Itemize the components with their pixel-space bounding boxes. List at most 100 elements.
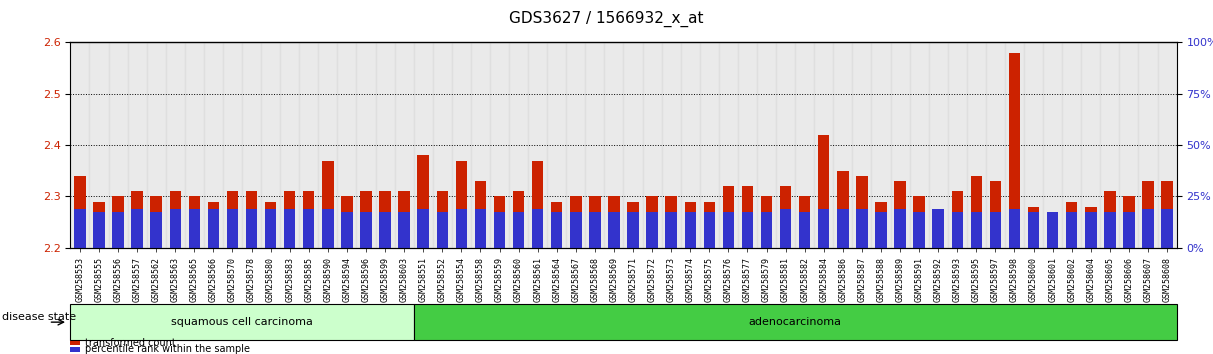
Bar bbox=[323, 209, 334, 248]
Bar bbox=[318, 42, 337, 248]
Bar bbox=[394, 42, 414, 248]
Bar bbox=[876, 202, 887, 248]
Bar bbox=[380, 212, 391, 248]
Bar bbox=[871, 42, 890, 248]
Bar bbox=[166, 42, 184, 248]
Bar bbox=[494, 212, 506, 248]
Bar bbox=[566, 42, 586, 248]
Bar bbox=[1123, 196, 1134, 248]
Bar bbox=[223, 42, 243, 248]
Bar bbox=[970, 176, 983, 248]
Bar bbox=[264, 209, 277, 248]
Bar bbox=[890, 42, 910, 248]
Bar bbox=[666, 212, 677, 248]
Bar bbox=[437, 191, 448, 248]
Bar bbox=[929, 42, 947, 248]
Bar bbox=[1161, 181, 1173, 248]
Bar bbox=[818, 209, 830, 248]
Bar bbox=[551, 212, 563, 248]
Bar bbox=[719, 42, 738, 248]
Bar bbox=[509, 42, 528, 248]
Bar bbox=[586, 42, 604, 248]
Bar bbox=[207, 209, 220, 248]
Bar bbox=[913, 196, 924, 248]
Bar bbox=[666, 196, 677, 248]
Bar bbox=[417, 155, 429, 248]
Bar bbox=[776, 42, 796, 248]
Bar bbox=[90, 42, 108, 248]
Bar bbox=[70, 42, 90, 248]
Bar bbox=[608, 196, 620, 248]
Bar bbox=[704, 212, 714, 248]
Bar bbox=[1081, 42, 1100, 248]
Bar bbox=[1047, 233, 1059, 248]
Bar bbox=[113, 212, 124, 248]
Bar bbox=[1104, 191, 1116, 248]
Bar bbox=[398, 212, 410, 248]
Bar bbox=[243, 42, 261, 248]
Bar bbox=[990, 181, 1001, 248]
Bar bbox=[933, 209, 944, 248]
Bar bbox=[170, 191, 181, 248]
Bar bbox=[590, 212, 600, 248]
Bar bbox=[93, 202, 104, 248]
Bar bbox=[700, 42, 719, 248]
Bar bbox=[608, 212, 620, 248]
Bar bbox=[741, 212, 753, 248]
Bar bbox=[853, 42, 871, 248]
Bar bbox=[357, 42, 376, 248]
Bar bbox=[951, 191, 963, 248]
Bar bbox=[1086, 212, 1097, 248]
Bar bbox=[967, 42, 986, 248]
Bar bbox=[1139, 42, 1157, 248]
Bar bbox=[761, 196, 773, 248]
Bar bbox=[856, 176, 867, 248]
Bar bbox=[1161, 209, 1173, 248]
Bar bbox=[227, 191, 238, 248]
Bar bbox=[738, 42, 757, 248]
Bar bbox=[684, 212, 696, 248]
Bar bbox=[1043, 42, 1063, 248]
Bar bbox=[1063, 42, 1081, 248]
Bar bbox=[131, 191, 143, 248]
Bar bbox=[704, 202, 714, 248]
Bar bbox=[471, 42, 490, 248]
Bar bbox=[303, 191, 314, 248]
Text: disease state: disease state bbox=[2, 312, 76, 322]
Bar bbox=[451, 42, 471, 248]
Bar bbox=[188, 209, 200, 248]
Bar bbox=[147, 42, 166, 248]
Bar bbox=[551, 202, 563, 248]
Text: GDS3627 / 1566932_x_at: GDS3627 / 1566932_x_at bbox=[509, 11, 704, 27]
Bar bbox=[108, 42, 127, 248]
Bar bbox=[284, 209, 296, 248]
Bar bbox=[643, 42, 661, 248]
Bar bbox=[184, 42, 204, 248]
Bar bbox=[1086, 207, 1097, 248]
Bar bbox=[986, 42, 1004, 248]
Bar bbox=[131, 209, 143, 248]
Bar bbox=[970, 212, 983, 248]
Bar bbox=[360, 212, 371, 248]
Bar bbox=[894, 209, 906, 248]
Bar bbox=[1143, 181, 1154, 248]
Bar bbox=[414, 42, 433, 248]
Bar bbox=[1104, 212, 1116, 248]
Bar bbox=[456, 209, 467, 248]
Bar bbox=[1009, 53, 1020, 248]
Bar bbox=[1100, 42, 1120, 248]
Bar bbox=[246, 191, 257, 248]
Bar bbox=[627, 202, 639, 248]
Bar bbox=[474, 209, 486, 248]
Bar bbox=[341, 212, 353, 248]
Bar bbox=[604, 42, 623, 248]
Bar bbox=[780, 186, 791, 248]
Bar bbox=[570, 212, 581, 248]
Bar bbox=[723, 186, 734, 248]
Text: squamous cell carcinoma: squamous cell carcinoma bbox=[171, 317, 313, 327]
Bar bbox=[227, 209, 238, 248]
Bar bbox=[627, 212, 639, 248]
Bar bbox=[741, 186, 753, 248]
Bar bbox=[474, 181, 486, 248]
Bar bbox=[280, 42, 300, 248]
